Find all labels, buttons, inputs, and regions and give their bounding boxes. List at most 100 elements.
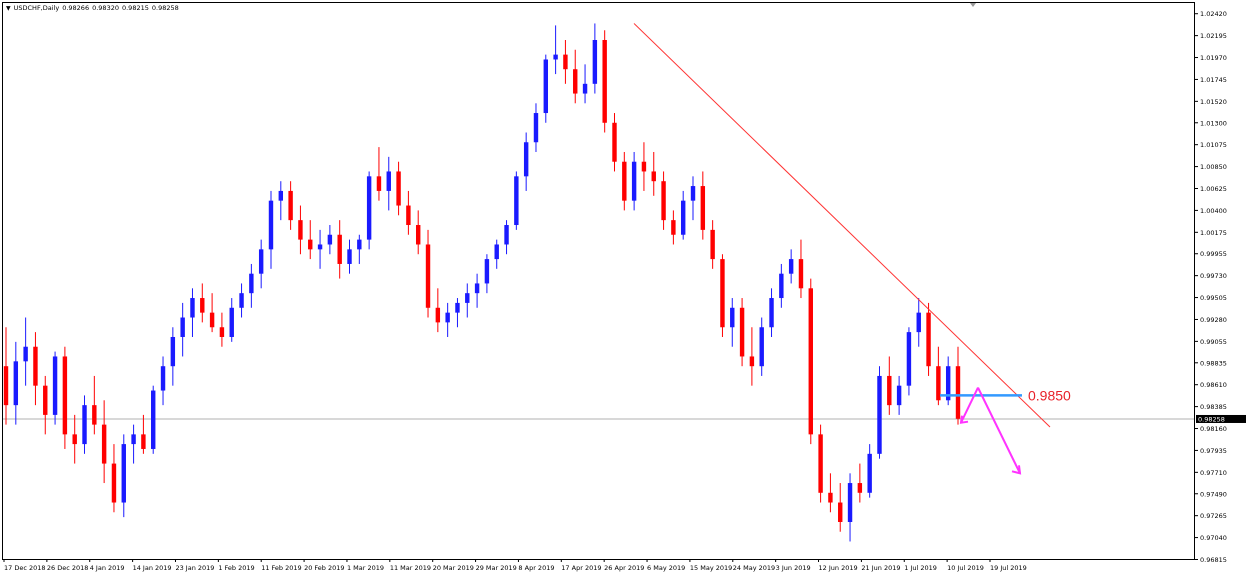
y-tick-label: 0.97710 — [1200, 469, 1227, 477]
candle-body — [337, 234, 342, 264]
x-tick-label: 17 Dec 2018 — [4, 564, 46, 572]
candle-body — [661, 181, 666, 221]
x-tick-label: 11 Feb 2019 — [261, 564, 301, 572]
candle-body — [612, 122, 617, 162]
x-tick-label: 1 Jul 2019 — [904, 564, 937, 572]
y-tick-label: 1.00850 — [1200, 163, 1227, 171]
current-price-tag — [1196, 414, 1246, 423]
candle-body — [278, 190, 284, 201]
x-tick-label: 12 Jun 2019 — [819, 564, 858, 572]
candle-body — [749, 356, 755, 367]
candle-body — [92, 405, 97, 425]
high-value: 0.98320 — [92, 4, 119, 12]
forecast-arrow-up — [960, 387, 979, 424]
x-tick-label: 15 May 2019 — [690, 564, 732, 572]
candle-body — [170, 336, 176, 367]
forecast-arrowhead-end — [1011, 465, 1022, 475]
candle-body — [494, 244, 499, 260]
candle-body — [62, 356, 68, 435]
candle-body — [602, 40, 607, 123]
candle-body — [406, 205, 411, 226]
x-tick-label: 20 Feb 2019 — [304, 564, 344, 572]
candle-body — [200, 298, 205, 313]
candle-body — [867, 453, 872, 493]
candle-body — [425, 244, 431, 308]
y-tick-label: 1.01745 — [1200, 76, 1227, 84]
candle-body — [249, 273, 254, 294]
candle-body — [327, 234, 333, 245]
y-tick-label: 0.98610 — [1200, 381, 1227, 389]
candle-body — [121, 444, 126, 503]
candle-body — [730, 307, 735, 328]
candle-body — [514, 176, 519, 226]
candle-body — [190, 298, 195, 318]
candle-body — [141, 434, 146, 449]
y-tick-label: 1.00175 — [1200, 229, 1227, 237]
candle-body — [33, 346, 38, 386]
candle-body — [474, 283, 480, 294]
y-tick-label: 0.99055 — [1200, 338, 1227, 346]
x-tick-label: 21 Jun 2019 — [861, 564, 900, 572]
candle-body — [111, 463, 117, 503]
x-tick-label: 1 Feb 2019 — [218, 564, 254, 572]
candle-body — [955, 366, 961, 419]
y-tick-label: 0.99505 — [1200, 294, 1227, 302]
candle-body — [838, 502, 843, 522]
symbol-label: USDCHF,Daily — [13, 4, 60, 12]
candle-body — [455, 302, 460, 313]
candle-body — [317, 244, 323, 250]
candle-body — [308, 239, 313, 250]
candle-body — [415, 225, 421, 245]
candle-body — [916, 312, 921, 333]
y-tick-label: 0.97935 — [1200, 447, 1227, 455]
x-tick-label: 6 May 2019 — [647, 564, 685, 572]
candle-body — [180, 317, 185, 337]
candle-body — [818, 434, 823, 493]
x-tick-label: 17 Apr 2019 — [561, 564, 601, 572]
y-tick-label: 1.01300 — [1200, 119, 1227, 127]
x-tick-label: 26 Apr 2019 — [604, 564, 644, 572]
x-tick-label: 20 Mar 2019 — [433, 564, 474, 572]
x-tick-label: 14 Jan 2019 — [133, 564, 172, 572]
candle-body — [631, 161, 637, 201]
x-tick-label: 29 Mar 2019 — [476, 564, 517, 572]
candle-body — [563, 54, 568, 70]
candle-body — [828, 492, 833, 503]
candle-body — [798, 259, 804, 289]
candle-body — [690, 186, 696, 201]
candle-body — [23, 346, 28, 362]
candle-body — [739, 307, 745, 357]
y-tick-label: 1.01970 — [1200, 54, 1227, 62]
candle-body — [573, 69, 578, 94]
candle-body — [906, 332, 912, 386]
candle-body — [779, 273, 784, 299]
x-tick-label: 19 Jul 2019 — [990, 564, 1027, 572]
candle-body — [435, 307, 441, 323]
candle-body — [808, 288, 813, 435]
collapse-arrow-icon[interactable]: ▼ — [6, 4, 11, 12]
candle-body — [396, 171, 401, 206]
candle-body — [219, 327, 225, 337]
y-tick-label: 0.99280 — [1200, 316, 1227, 324]
candle-body — [720, 259, 725, 328]
candle-body — [592, 40, 598, 84]
candle-body — [769, 298, 774, 328]
candle-body — [523, 142, 529, 177]
candle-body — [887, 375, 892, 406]
y-tick-label: 0.97040 — [1200, 534, 1227, 542]
x-tick-label: 4 Jan 2019 — [90, 564, 125, 572]
candle-body — [622, 161, 627, 201]
candle-body — [896, 385, 902, 406]
candle-body — [533, 113, 539, 143]
candle-body — [229, 307, 234, 337]
y-tick-label: 0.98835 — [1200, 359, 1227, 367]
candle-body — [484, 259, 490, 284]
candle-body — [347, 249, 352, 264]
y-tick-label: 1.00400 — [1200, 207, 1227, 215]
y-tick-label: 1.01075 — [1200, 141, 1227, 149]
y-tick-label: 1.00625 — [1200, 185, 1227, 193]
candle-body — [504, 225, 509, 245]
candle-body — [72, 434, 77, 445]
